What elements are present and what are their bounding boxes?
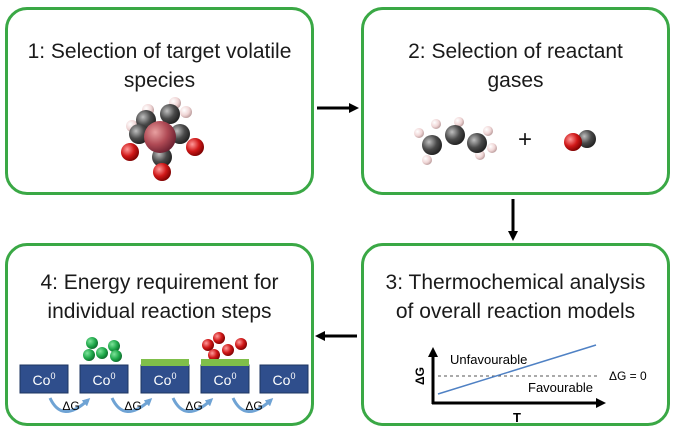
delta-g-vs-t-line bbox=[437, 344, 597, 395]
ligand-green-2 bbox=[96, 347, 108, 359]
green-surface-layer-3 bbox=[141, 359, 189, 366]
cobalt-label-1: Co0 bbox=[33, 371, 56, 388]
plot-x-label: T bbox=[513, 410, 521, 425]
cobalt-label-2: Co0 bbox=[93, 371, 116, 388]
energy-label-4: ΔG bbox=[245, 399, 262, 413]
ligand-green-3 bbox=[108, 340, 120, 352]
energy-label-1: ΔG bbox=[62, 399, 79, 413]
cobalt-label-3: Co0 bbox=[154, 371, 177, 388]
panel-4-title-line-1: 4: Energy requirement for bbox=[40, 271, 279, 294]
propene-molecule bbox=[414, 117, 497, 165]
panel-2-title-line-2: gases bbox=[487, 69, 544, 92]
ligand-red-4 bbox=[235, 338, 247, 350]
panel-step-2: 2: Selection of reactant gases bbox=[361, 7, 670, 195]
cobalt-label-4: Co0 bbox=[214, 371, 237, 388]
cobalt-block-2 bbox=[79, 364, 129, 394]
curved-arrow-4 bbox=[231, 397, 274, 413]
ligand-green-5 bbox=[110, 350, 122, 362]
panel-step-4: 4: Energy requirement for individual rea… bbox=[5, 243, 314, 426]
ligand-red-5 bbox=[208, 349, 220, 361]
plus-sign: + bbox=[518, 126, 532, 153]
target-volatile-molecule bbox=[121, 97, 204, 181]
cobalt-block-3 bbox=[140, 364, 190, 394]
carbon-monoxide-molecule bbox=[564, 130, 596, 151]
ligand-green-4 bbox=[83, 349, 95, 361]
favourable-label: Favourable bbox=[528, 380, 593, 395]
curved-arrow-1 bbox=[48, 397, 91, 413]
panel-4-title-line-2: individual reaction steps bbox=[47, 300, 272, 323]
ligand-red-2 bbox=[213, 332, 225, 344]
cobalt-block-5 bbox=[259, 364, 309, 394]
cobalt-label-5: Co0 bbox=[273, 371, 296, 388]
cobalt-block-4 bbox=[200, 364, 250, 394]
cobalt-block-1 bbox=[19, 364, 69, 394]
ligand-red-1 bbox=[202, 339, 214, 351]
curved-arrow-2 bbox=[110, 397, 153, 413]
thermo-plot: ΔG T Unfavourable Favourable ΔG = 0 bbox=[413, 344, 647, 425]
energy-label-3: ΔG bbox=[185, 399, 202, 413]
unfavourable-label: Unfavourable bbox=[450, 352, 527, 367]
ligand-red-3 bbox=[222, 344, 234, 356]
panel-step-3: 3: Thermochemical analysis of overall re… bbox=[361, 243, 670, 426]
panel-1-title-line-2: species bbox=[123, 69, 196, 92]
green-surface-layer-4 bbox=[201, 359, 249, 366]
panel-3-title-line-2: of overall reaction models bbox=[395, 300, 636, 323]
curved-arrow-3 bbox=[171, 397, 214, 413]
reaction-steps: Co0 Co0 Co0 Co0 Co0 ΔG ΔG ΔG ΔG bbox=[19, 332, 309, 413]
zero-line-label: ΔG = 0 bbox=[609, 369, 647, 383]
plot-y-label: ΔG bbox=[413, 367, 427, 385]
panel-3-title-line-1: 3: Thermochemical analysis bbox=[385, 271, 646, 294]
energy-label-2: ΔG bbox=[124, 399, 141, 413]
panel-1-title-line-1: 1: Selection of target volatile bbox=[27, 40, 292, 63]
panel-2-title-line-1: 2: Selection of reactant bbox=[408, 40, 623, 63]
ligand-green-1 bbox=[86, 337, 98, 349]
